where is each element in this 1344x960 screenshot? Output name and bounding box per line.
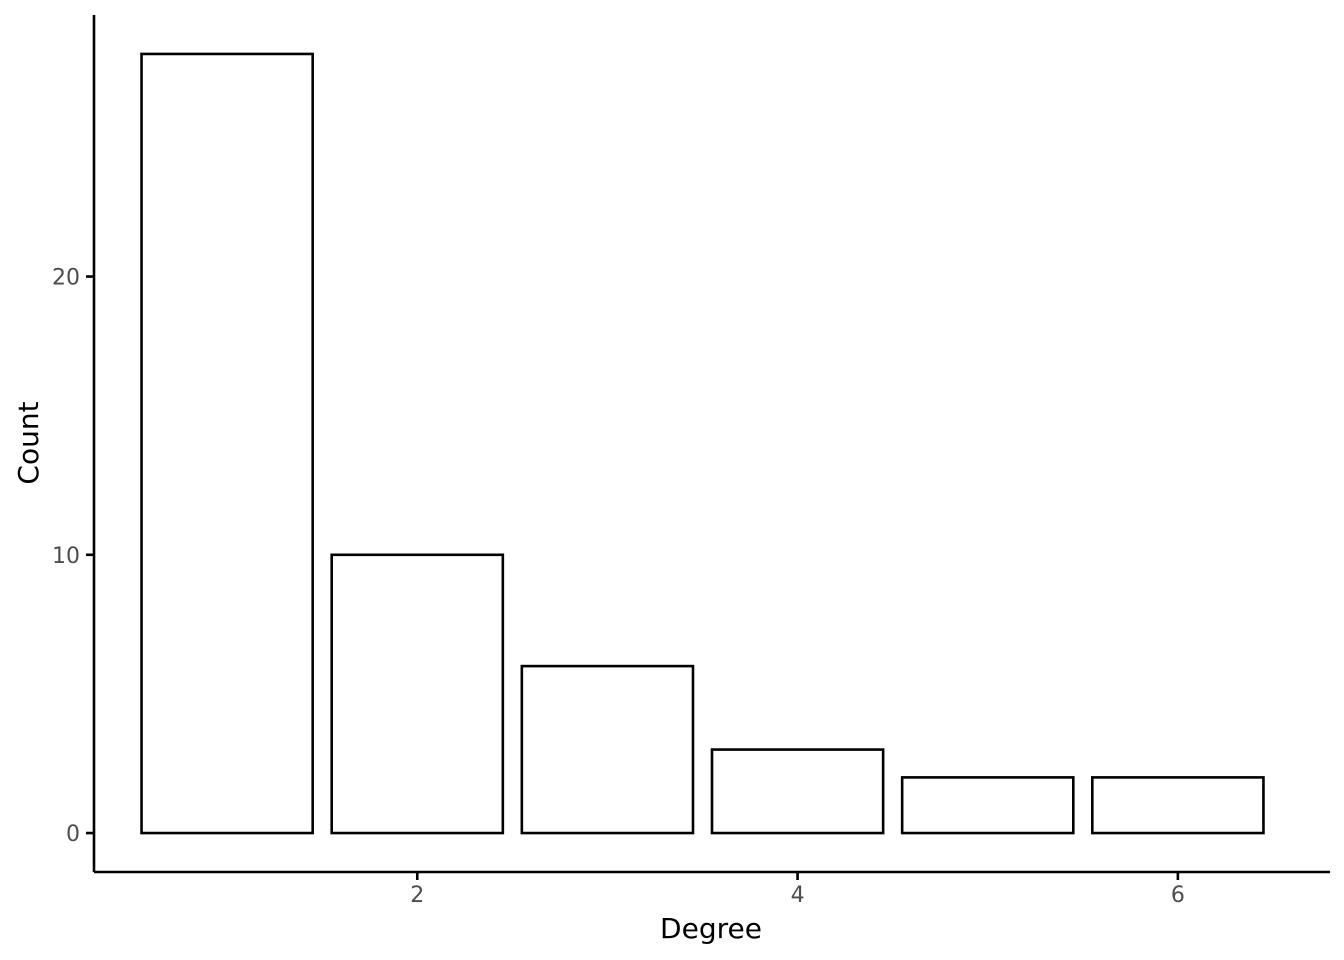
bar-degree-4 bbox=[710, 748, 885, 835]
y-axis-title: Count bbox=[12, 401, 45, 484]
bar-degree-2 bbox=[330, 553, 505, 835]
y-tick-label: 10 bbox=[52, 544, 80, 569]
y-tick-label: 0 bbox=[66, 822, 80, 847]
y-tick-label: 20 bbox=[52, 266, 80, 291]
ticks-layer: 0 10 20 2 4 6 bbox=[52, 266, 1185, 908]
bar-degree-6 bbox=[1091, 776, 1265, 835]
bar-degree-3 bbox=[520, 664, 695, 835]
x-tick-label: 2 bbox=[410, 883, 424, 908]
bar-degree-5 bbox=[900, 776, 1075, 835]
bars-layer bbox=[140, 52, 1265, 835]
x-tick-label: 6 bbox=[1171, 883, 1185, 908]
x-axis-title: Degree bbox=[660, 912, 762, 945]
bar-degree-1 bbox=[140, 52, 314, 835]
x-tick-label: 4 bbox=[791, 883, 805, 908]
